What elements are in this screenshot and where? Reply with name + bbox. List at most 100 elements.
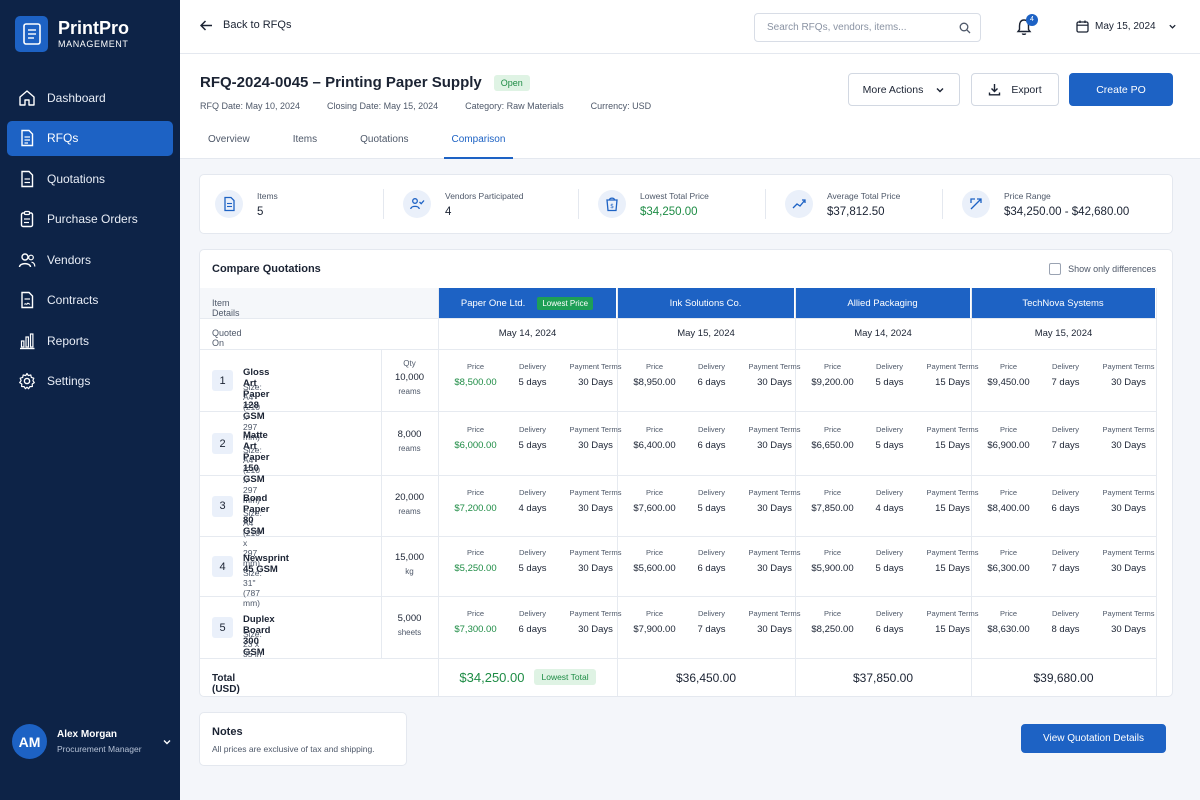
quote-delivery-label: Delivery	[697, 362, 726, 371]
stat-average-total-price: Average Total Price $37,812.50	[785, 175, 900, 233]
quote-delivery: 5 days	[875, 440, 904, 451]
quote-delivery-label: Delivery	[697, 425, 726, 434]
brand-sub: MANAGEMENT	[58, 39, 129, 49]
quote-terms: 15 Days	[935, 563, 970, 574]
view-quotation-details-button[interactable]: View Quotation Details	[1021, 724, 1166, 753]
document-icon	[215, 190, 243, 218]
arrow-left-icon	[200, 19, 212, 31]
brand[interactable]: PrintPro MANAGEMENT	[15, 16, 129, 52]
quote-terms: 15 Days	[935, 502, 970, 514]
sidebar-item-purchase-orders[interactable]: Purchase Orders	[7, 202, 173, 237]
quote-delivery-label: Delivery	[518, 609, 547, 618]
stat-price-range: Price Range $34,250.00 - $42,680.00	[962, 175, 1129, 233]
quote-delivery-label: Delivery	[697, 487, 726, 497]
quote-terms-label: Payment Terms	[748, 609, 801, 618]
show-differences-toggle[interactable]: Show only differences	[1049, 263, 1156, 275]
tab-items[interactable]: Items	[292, 134, 318, 145]
sidebar-item-settings[interactable]: Settings	[7, 364, 173, 399]
quote-delivery: 8 days	[1051, 624, 1080, 635]
compare-quotations-card: Compare Quotations Show only differences…	[199, 249, 1173, 697]
column-divider	[617, 288, 618, 696]
quote-terms-label: Payment Terms	[926, 425, 979, 434]
vendor-name: TechNova Systems	[1022, 297, 1104, 309]
quote-delivery-label: Delivery	[518, 487, 547, 497]
tab-quotations[interactable]: Quotations	[360, 134, 409, 145]
quoted-on-date: May 14, 2024	[854, 328, 912, 339]
tab-comparison[interactable]: Comparison	[443, 130, 514, 159]
quote-price: $6,650.00	[811, 440, 854, 451]
quote-price-label: Price	[999, 362, 1018, 371]
sidebar-item-rfqs[interactable]: RFQs	[7, 120, 173, 156]
quote-price: $7,200.00	[454, 502, 497, 514]
export-label: Export	[1011, 83, 1042, 96]
quoted-on-date: May 15, 2024	[677, 328, 735, 339]
item-quantity: 15,000 kg	[381, 551, 438, 579]
quote-terms: 30 Days	[757, 563, 792, 574]
quote-price: $8,400.00	[987, 502, 1030, 514]
quote-price: $7,850.00	[811, 502, 854, 514]
row-divider	[200, 596, 1156, 597]
quote-price-label: Price	[999, 487, 1018, 497]
chevron-down-icon	[936, 87, 944, 92]
qty-value: 20,000	[394, 491, 425, 503]
brand-logo-icon	[15, 16, 48, 52]
qty-unit: reams	[398, 387, 421, 396]
sidebar-item-dashboard[interactable]: Dashboard	[7, 80, 173, 115]
sidebar: PrintPro MANAGEMENT Dashboard RFQs Quotati…	[0, 0, 180, 800]
item-details-header-bg	[200, 288, 438, 318]
quote-price-label: Price	[466, 362, 485, 371]
rfq-meta-item: Category: Raw Materials	[465, 101, 564, 111]
stat-lowest-total-price: $ Lowest Total Price $34,250.00	[598, 175, 709, 233]
sidebar-item-vendors[interactable]: Vendors	[7, 242, 173, 277]
sidebar-item-contracts[interactable]: Contracts	[7, 283, 173, 318]
export-button[interactable]: Export	[971, 73, 1059, 106]
quote-terms: 15 Days	[935, 377, 970, 388]
quote-terms: 15 Days	[935, 624, 970, 635]
rfq-meta-item: Closing Date: May 15, 2024	[327, 101, 439, 111]
quote-price-label: Price	[999, 609, 1018, 618]
search-input[interactable]: Search RFQs, vendors, items...	[754, 13, 981, 42]
user-menu[interactable]: AM Alex Morgan Procurement Manager	[12, 724, 172, 759]
chevron-down-icon[interactable]	[162, 737, 172, 747]
qty-value: 15,000	[394, 552, 425, 563]
row-divider	[200, 475, 1156, 476]
tab-overview[interactable]: Overview	[208, 134, 250, 145]
qty-unit: reams	[398, 444, 421, 453]
vendor-header-4[interactable]: TechNova Systems	[971, 288, 1155, 318]
quote-terms-label: Payment Terms	[1102, 487, 1155, 497]
total-cell-lowest: $34,250.00 Lowest Total	[438, 669, 617, 685]
column-divider	[438, 288, 439, 696]
notes-title: Notes	[212, 726, 243, 738]
sidebar-item-label: Quotations	[47, 171, 106, 186]
sidebar-item-label: RFQs	[47, 131, 79, 145]
date-picker[interactable]: May 15, 2024	[1076, 20, 1177, 33]
notifications-button[interactable]: 4	[1016, 14, 1038, 41]
create-po-button[interactable]: Create PO	[1069, 73, 1173, 106]
stat-label: Average Total Price	[827, 190, 901, 201]
quote-price-label: Price	[999, 425, 1018, 434]
vendor-header-1[interactable]: Paper One Ltd. Lowest Price	[438, 288, 616, 318]
more-actions-button[interactable]: More Actions	[848, 73, 960, 106]
back-to-rfqs-link[interactable]: Back to RFQs	[200, 19, 291, 31]
item-quantity: 20,000 reams	[381, 491, 438, 519]
quote-delivery-label: Delivery	[518, 362, 547, 371]
quote-delivery-label: Delivery	[875, 609, 904, 618]
quote-terms: 30 Days	[1111, 377, 1146, 388]
quote-delivery: 6 days	[697, 563, 726, 574]
vendor-header-2[interactable]: Ink Solutions Co.	[617, 288, 794, 318]
show-differences-checkbox[interactable]	[1049, 263, 1062, 275]
sidebar-item-reports[interactable]: Reports	[7, 323, 173, 358]
quote-price-label: Price	[823, 487, 842, 497]
sidebar-item-label: Purchase Orders	[47, 212, 138, 226]
qty-unit: sheets	[397, 628, 422, 637]
quote-terms-label: Payment Terms	[569, 487, 622, 497]
qty-divider	[381, 349, 382, 658]
status-badge: Open	[493, 74, 530, 91]
quote-delivery-label: Delivery	[875, 548, 904, 557]
quote-terms-label: Payment Terms	[748, 487, 801, 497]
quote-price: $8,250.00	[811, 624, 854, 635]
stat-label: Items	[257, 190, 278, 201]
quote-price: $5,250.00	[454, 563, 497, 574]
sidebar-item-quotations[interactable]: Quotations	[7, 161, 173, 196]
vendor-header-3[interactable]: Allied Packaging	[795, 288, 970, 318]
